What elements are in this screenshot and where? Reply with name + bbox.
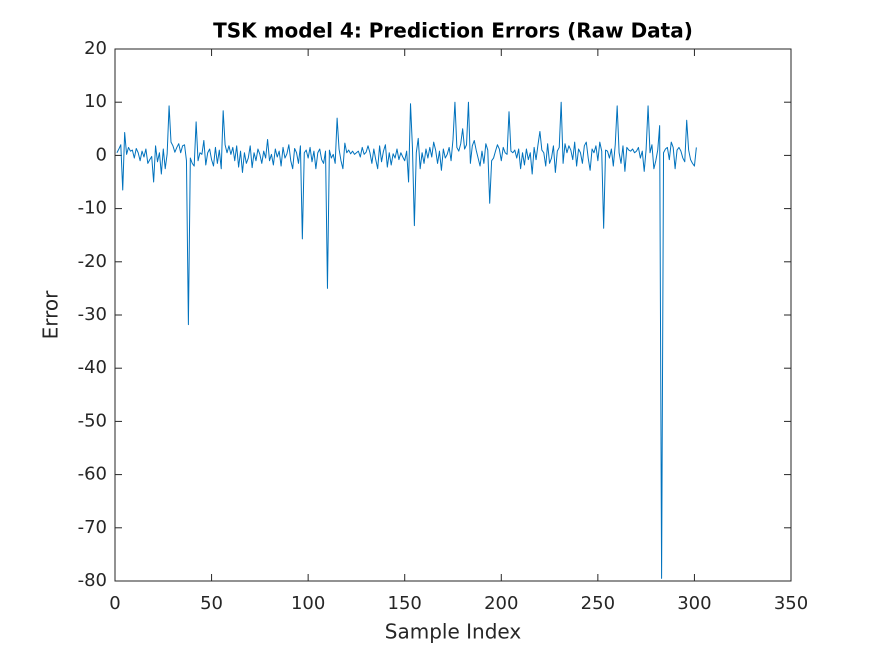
- x-tick-label: 200: [484, 593, 518, 614]
- error-line: [116, 101, 697, 579]
- x-tick-label: 150: [388, 593, 422, 614]
- x-tick-label: 250: [581, 593, 615, 614]
- y-tick-label: -70: [78, 517, 107, 538]
- x-tick-label: 300: [677, 593, 711, 614]
- y-tick-label: 20: [84, 38, 107, 59]
- x-axis-label: Sample Index: [385, 620, 522, 644]
- chart-title: TSK model 4: Prediction Errors (Raw Data…: [213, 19, 693, 43]
- y-tick-label: 0: [96, 144, 107, 165]
- y-tick-label: -20: [78, 251, 107, 272]
- plot-area: [114, 48, 792, 582]
- x-tick-label: 50: [200, 593, 223, 614]
- y-tick-label: -50: [78, 410, 107, 431]
- y-tick-label: -10: [78, 198, 107, 219]
- y-tick-label: -40: [78, 357, 107, 378]
- x-tick-label: 100: [291, 593, 325, 614]
- y-axis-label: Error: [39, 290, 63, 340]
- x-tick-label: 0: [109, 593, 120, 614]
- y-tick-label: -80: [78, 570, 107, 591]
- y-tick-label: -60: [78, 464, 107, 485]
- y-tick-label: -30: [78, 304, 107, 325]
- x-tick-label: 350: [774, 593, 808, 614]
- y-tick-label: 10: [84, 91, 107, 112]
